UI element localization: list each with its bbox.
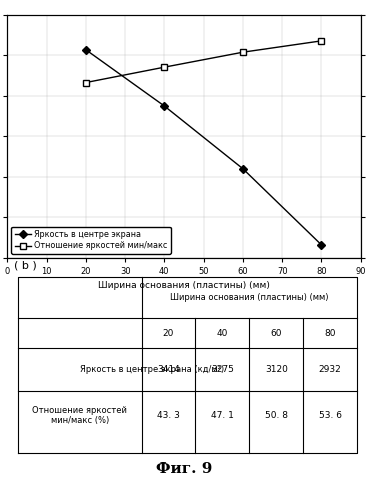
Text: Отношение яркостей
мин/макс (%): Отношение яркостей мин/макс (%) (32, 406, 127, 425)
Text: Ширина основания (пластины) (мм): Ширина основания (пластины) (мм) (170, 293, 329, 302)
Text: 47. 1: 47. 1 (211, 411, 234, 420)
Text: ( b ): ( b ) (14, 260, 37, 270)
Text: 53. 6: 53. 6 (319, 411, 342, 420)
Text: Яркость в центре экрана (кд/м²): Яркость в центре экрана (кд/м²) (80, 365, 224, 374)
Text: 3120: 3120 (265, 365, 288, 374)
Text: Фиг. 9: Фиг. 9 (156, 462, 212, 476)
X-axis label: Ширина основания (пластины) (мм): Ширина основания (пластины) (мм) (98, 281, 270, 290)
Text: 20: 20 (163, 329, 174, 338)
Text: 2932: 2932 (319, 365, 342, 374)
Text: 43. 3: 43. 3 (157, 411, 180, 420)
Text: 3275: 3275 (211, 365, 234, 374)
Text: 50. 8: 50. 8 (265, 411, 288, 420)
Legend: Яркость в центре экрана, Отношение яркостей мин/макс: Яркость в центре экрана, Отношение яркос… (11, 227, 170, 253)
Text: 3414: 3414 (157, 365, 180, 374)
Text: 60: 60 (270, 329, 282, 338)
Text: 40: 40 (217, 329, 228, 338)
Text: 80: 80 (325, 329, 336, 338)
